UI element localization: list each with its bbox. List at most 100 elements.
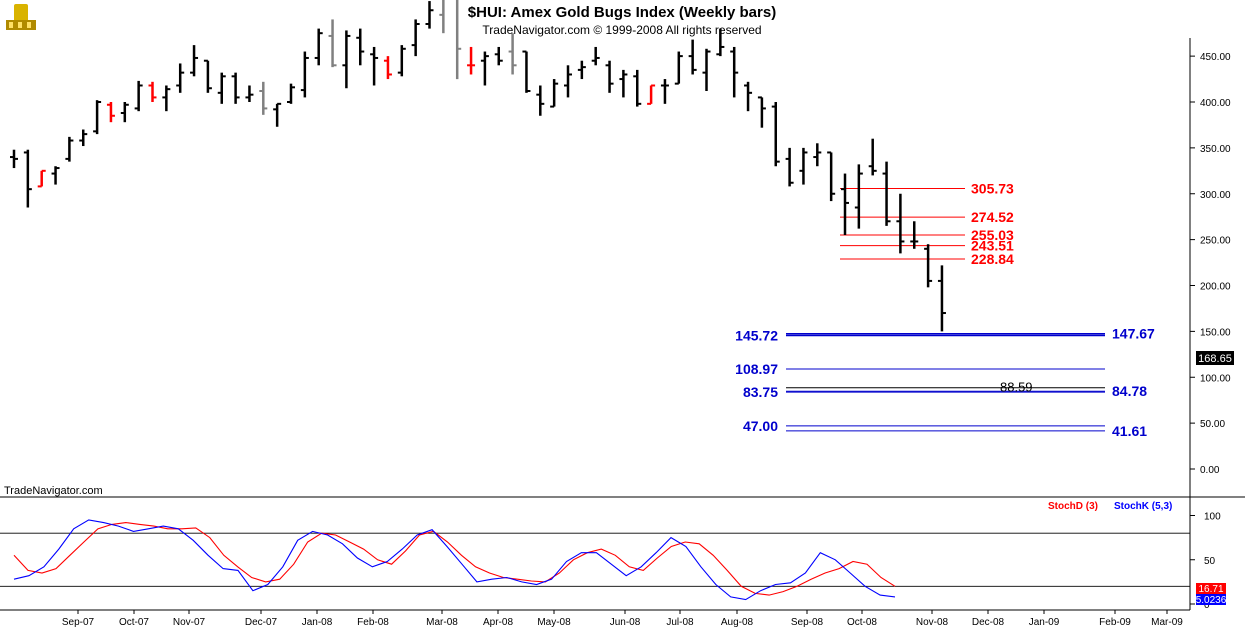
level-label: 84.78 — [1112, 383, 1147, 399]
ohlc-bar — [411, 19, 420, 57]
ohlc-bar — [245, 85, 254, 102]
price-y-tick-label: 450.00 — [1200, 52, 1231, 63]
stoch-y-tick-label: 0 — [1204, 600, 1210, 611]
ohlc-bar — [813, 143, 822, 167]
x-tick-label: Sep-07 — [62, 617, 95, 628]
x-tick-label: Mar-09 — [1151, 617, 1183, 628]
x-tick-label: Aug-08 — [721, 617, 754, 628]
price-y-tick-label: 200.00 — [1200, 282, 1231, 293]
level-label: 274.52 — [971, 209, 1014, 225]
ohlc-bar — [619, 69, 628, 98]
x-tick-label: May-08 — [537, 617, 571, 628]
ohlc-bar — [924, 244, 933, 288]
legend-stoch-k: StochK (5,3) — [1114, 501, 1172, 512]
price-y-tick-label: 100.00 — [1200, 373, 1231, 384]
ohlc-bar — [273, 102, 282, 127]
last-price-label: 168.65 — [1198, 353, 1232, 365]
chart-title: $HUI: Amex Gold Bugs Index (Weekly bars) — [468, 4, 776, 21]
ohlc-bar — [660, 79, 669, 104]
stoch-k-last-badge: 5.0236 — [1196, 594, 1227, 606]
ohlc-bar — [439, 0, 445, 34]
ohlc-bar — [841, 173, 849, 236]
ohlc-bar — [328, 19, 337, 68]
ohlc-bar — [231, 72, 240, 104]
stoch-series-line — [13, 522, 896, 596]
x-tick-label: Jan-09 — [1029, 617, 1060, 628]
x-tick-label: Nov-07 — [173, 617, 206, 628]
x-tick-label: Dec-08 — [972, 617, 1005, 628]
level-label: 243.51 — [971, 238, 1014, 254]
x-tick-label: Nov-08 — [916, 617, 949, 628]
price-panel: 0.00 50.00 100.00 150.00 200.00 250.00 300.00 3… — [0, 0, 1245, 498]
x-tick-label: Jun-08 — [610, 617, 641, 628]
level-label: 83.75 — [743, 384, 778, 400]
ohlc-bar — [536, 85, 545, 116]
ohlc-bar — [314, 28, 323, 66]
ohlc-bar — [397, 45, 406, 77]
ohlc-bar — [591, 46, 600, 66]
ohlc-bar — [702, 48, 711, 91]
price-bars — [10, 0, 946, 332]
x-tick-label: Jan-08 — [302, 617, 333, 628]
ohlc-bar — [300, 51, 309, 98]
ohlc-bar — [37, 169, 46, 188]
ohlc-bar — [93, 100, 102, 135]
ohlc-bar — [134, 80, 143, 112]
ohlc-bar — [868, 138, 877, 176]
price-level: 228.84 — [840, 251, 1014, 267]
ohlc-bar — [785, 147, 794, 187]
ohlc-bar — [799, 147, 808, 185]
ohlc-bar — [162, 85, 171, 112]
x-axis: Sep-07 Oct-07 Nov-07 Dec-07 Jan-08 Feb-08 Mar-… — [62, 610, 1183, 628]
x-tick-label: Feb-08 — [357, 617, 389, 628]
level-label: 228.84 — [971, 251, 1014, 267]
level-label: 47.00 — [743, 418, 778, 434]
ohlc-bar — [633, 69, 642, 107]
price-y-tick-label: 300.00 — [1200, 190, 1231, 201]
ohlc-bar — [23, 149, 32, 208]
level-label: 517.49 — [122, 0, 162, 2]
ohlc-bar — [480, 51, 489, 86]
x-tick-label: Sep-08 — [791, 617, 824, 628]
ohlc-bar — [854, 164, 863, 229]
ohlc-bar — [508, 33, 517, 75]
level-label: 108.97 — [735, 361, 778, 377]
ohlc-bar — [827, 151, 836, 202]
ohlc-bar — [937, 265, 946, 332]
price-level: 255.03 — [840, 227, 1014, 243]
stoch-d-last-label: 16.71 — [1198, 584, 1223, 595]
x-tick-label: Jul-08 — [666, 617, 694, 628]
ohlc-bar — [730, 46, 739, 98]
price-y-tick-label: 50.00 — [1200, 419, 1225, 430]
price-y-tick-label: 400.00 — [1200, 98, 1231, 109]
ohlc-bar — [10, 149, 18, 169]
ohlc-bar — [148, 81, 157, 102]
ohlc-bar — [383, 56, 392, 80]
ohlc-bar — [771, 102, 780, 167]
price-level: 243.51 — [840, 238, 1014, 254]
stoch-y-axis: 0 50 100 — [0, 512, 1221, 611]
x-tick-label: Feb-09 — [1099, 617, 1131, 628]
level-label: 147.67 — [1112, 326, 1155, 342]
ohlc-bar — [203, 59, 212, 93]
price-level: 145.72 — [735, 327, 1105, 343]
x-tick-label: Apr-08 — [483, 617, 513, 628]
ohlc-bar — [605, 60, 614, 93]
legend-stoch-d: StochD (3) — [1048, 501, 1098, 512]
ohlc-bar — [356, 28, 365, 66]
last-price-badge: 168.65 — [1196, 351, 1234, 365]
ohlc-bar — [51, 166, 60, 185]
stoch-series-line — [13, 519, 896, 601]
stoch-d-last-badge: 16.71 — [1196, 583, 1226, 595]
ohlc-bar — [425, 1, 434, 29]
stochastic-panel: 0 50 100 StochD (3) StochK (5,3) 16.71 5.0… — [0, 497, 1227, 611]
price-level: 274.52 — [840, 209, 1014, 225]
price-level: 41.61 — [786, 423, 1147, 439]
ohlc-bar — [910, 221, 919, 249]
ohlc-bar — [674, 51, 683, 85]
x-tick-label: Oct-08 — [847, 617, 877, 628]
level-label: 305.73 — [971, 180, 1014, 196]
stoch-lines — [13, 519, 896, 601]
stoch-y-tick-label: 50 — [1204, 556, 1216, 567]
